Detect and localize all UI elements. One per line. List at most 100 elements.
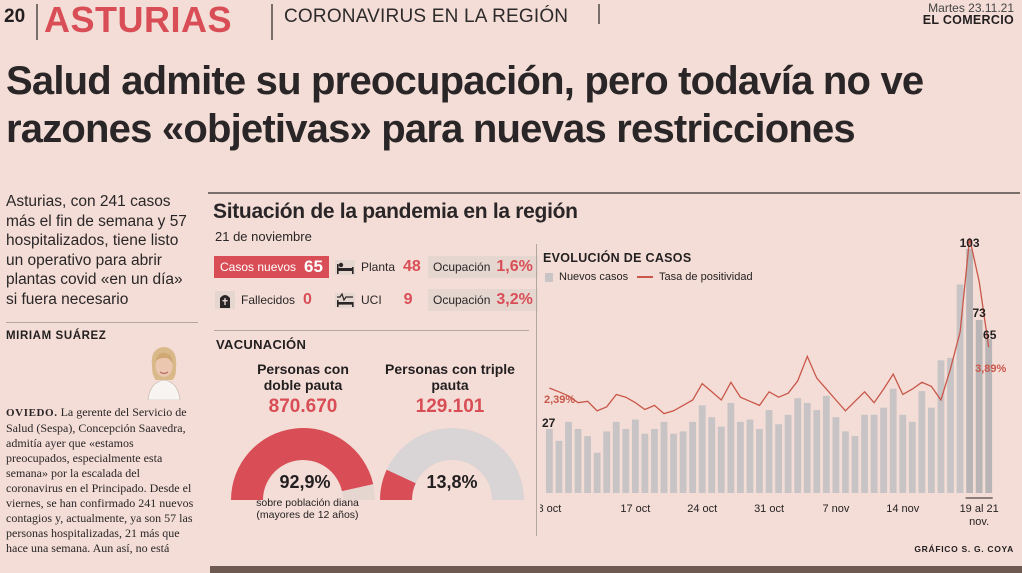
deaths-value: 0 [303, 291, 312, 308]
case-bar [851, 436, 859, 493]
case-bar [746, 419, 754, 493]
lede: Asturias, con 241 casos más el fin de se… [6, 193, 187, 308]
ward-occupancy-label: Ocupación [433, 260, 491, 274]
legend-bar-swatch [545, 272, 553, 282]
double-dose-percent: 92,9% [279, 472, 331, 492]
double-dose-value: 870.670 [268, 396, 338, 417]
positivity-line [549, 237, 990, 415]
new-cases-value: 65 [304, 257, 323, 276]
case-bar [861, 414, 868, 493]
x-tick-label: 14 nov [886, 503, 920, 515]
triple-dose-gauge-fill [380, 469, 416, 500]
case-bar [956, 284, 964, 493]
case-bar [660, 421, 668, 493]
case-bar [737, 421, 744, 493]
case-bar [794, 398, 802, 493]
x-tick-label: 7 nov [822, 503, 849, 515]
article-body: OVIEDO. La gerente del Servicio de Salud… [6, 405, 199, 556]
label-first-cases: 27 [542, 416, 556, 430]
ward-occupancy-value: 1,6% [496, 258, 533, 275]
case-bar [937, 360, 945, 493]
graphic-top-rule [208, 192, 1020, 194]
case-bar [842, 431, 849, 493]
case-bar [593, 452, 601, 493]
graphic-column-divider [536, 244, 537, 536]
triple-dose-label: Personas con triple pauta [385, 361, 515, 393]
label-peak: 103 [960, 236, 980, 250]
chart-title: EVOLUCIÓN DE CASOS [543, 251, 692, 265]
label-second-last: 73 [972, 306, 986, 320]
issue-date: Martes 23.11.21 [928, 1, 1014, 15]
case-bar [985, 338, 993, 493]
cases-chart: 27 2,39% 103 73 65 3,89% 8 oct 17 oct 24 oct 31 … [540, 236, 1007, 528]
case-bar [803, 402, 811, 493]
double-dose-label: Personas con doble pauta [257, 361, 349, 393]
header-divider [36, 4, 38, 40]
case-bar [889, 388, 897, 493]
vaccination-gauges [231, 427, 524, 500]
legend-positivity: Tasa de positividad [637, 271, 753, 283]
graphic-credit: GRÁFICO S. G. COYA [914, 544, 1014, 554]
ward-value: 48 [403, 258, 421, 275]
new-cases-label: Casos nuevos [220, 260, 297, 274]
case-bar [756, 429, 763, 493]
label-last-rate: 3,89% [975, 363, 1006, 375]
header-divider [271, 4, 273, 40]
new-cases-stat: Casos nuevos 65 [214, 256, 329, 278]
x-axis-ticks: 8 oct 17 oct 24 oct 31 oct 7 nov 14 nov 19 al … [540, 497, 999, 528]
x-tick-label: 19 al 21 [960, 503, 999, 515]
byline: MIRIAM SUÁREZ [6, 330, 107, 342]
graphic-title: Situación de la pandemia en la región [213, 200, 578, 223]
ward-label: Planta [361, 260, 396, 274]
case-bar [641, 433, 649, 493]
x-tick-label: 31 oct [754, 503, 784, 515]
case-bar [546, 429, 553, 493]
vaccination-title: VACUNACIÓN [216, 337, 307, 352]
case-bar [612, 421, 620, 493]
case-bar [603, 431, 611, 493]
label-last-cases: 65 [983, 328, 997, 342]
case-bar [555, 440, 563, 493]
triple-dose-percent: 13,8% [426, 472, 478, 492]
icu-bed-icon [334, 290, 356, 310]
case-bar [708, 417, 716, 493]
case-bar [975, 319, 983, 493]
article-body-text: La gerente del Servicio de Salud (Sespa)… [6, 405, 194, 555]
case-bar [679, 431, 687, 493]
reporter-photo [140, 342, 188, 401]
bars-group [546, 248, 993, 493]
case-bar [899, 414, 907, 493]
case-bar [717, 426, 725, 493]
vaccination-note: sobre población diana (mayores de 12 año… [256, 497, 359, 521]
legend-positivity-label: Tasa de positividad [659, 271, 753, 283]
headline: Salud admite su preocupación, pero todav… [6, 59, 924, 151]
case-bar [813, 410, 821, 493]
case-bar [727, 402, 735, 493]
section-title: ASTURIAS [44, 0, 233, 40]
x-tick-label: 24 oct [687, 503, 717, 515]
case-bar [775, 424, 782, 493]
topic-label: CORONAVIRUS EN LA REGIÓN [284, 6, 569, 27]
ward-occupancy-stat: Ocupación 1,6% [428, 256, 538, 278]
label-first-rate: 2,39% [544, 394, 575, 406]
case-bar [622, 429, 630, 493]
case-bar [784, 414, 792, 493]
icu-occupancy-stat: Ocupación 3,2% [428, 289, 538, 311]
icu-label: UCI [361, 293, 382, 307]
annotations-group: 27 2,39% 103 73 65 3,89% [542, 236, 1007, 430]
double-dose-gauge-fill [231, 427, 374, 500]
x-tick-label: nov. [969, 516, 989, 528]
x-tick-label: 8 oct [540, 503, 561, 515]
header-divider [598, 4, 600, 24]
legend-new-cases: Nuevos casos [545, 271, 628, 283]
triple-dose-gauge-track [380, 428, 524, 500]
icu-occupancy-value: 3,2% [496, 291, 533, 308]
photo-strip [210, 566, 1022, 573]
legend-line-swatch [637, 276, 653, 278]
cross-tombstone-icon [214, 290, 236, 310]
case-bar [908, 421, 916, 493]
vaccination-divider [214, 330, 529, 331]
legend-new-cases-label: Nuevos casos [559, 271, 629, 283]
case-bar [880, 407, 888, 493]
icu-stat: UCI 9 [334, 290, 413, 310]
